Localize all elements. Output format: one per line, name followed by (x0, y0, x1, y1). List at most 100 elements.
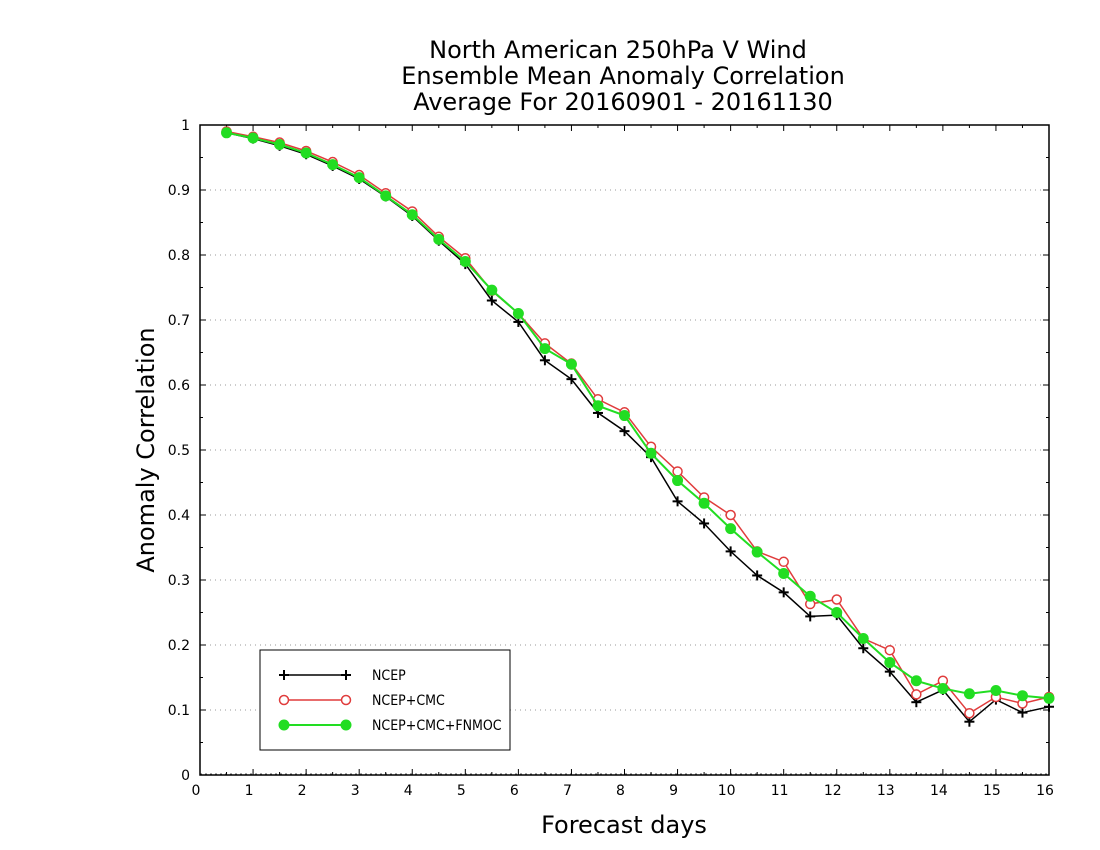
data-point (566, 374, 577, 385)
y-axis-label: Anomaly Correlation (132, 327, 160, 572)
x-tick-label: 16 (1036, 783, 1054, 799)
legend-entry: NCEP+CMC+FNMOC (278, 718, 502, 734)
data-point (884, 657, 896, 669)
x-tick-label: 11 (771, 783, 789, 799)
y-tick-label: 0.5 (168, 443, 190, 459)
data-point (539, 355, 550, 366)
data-point (539, 343, 551, 355)
x-tick-label: 8 (616, 783, 625, 799)
x-tick-label: 6 (510, 783, 519, 799)
y-tick-label: 0.2 (168, 638, 190, 654)
data-point (274, 139, 286, 150)
series-line (226, 132, 1050, 723)
data-point (672, 466, 683, 477)
data-point (459, 256, 471, 267)
legend-marker-start (279, 670, 289, 680)
legend-marker-start (278, 719, 290, 731)
legend-marker-end (340, 719, 352, 731)
x-tick-label: 7 (563, 783, 572, 799)
data-point (990, 685, 1002, 696)
x-tick-label: 1 (245, 783, 254, 799)
data-point (512, 308, 524, 319)
legend-label: NCEP (372, 668, 406, 684)
data-point (672, 496, 683, 507)
x-tick-label: 15 (983, 783, 1001, 799)
legend-marker-end (341, 670, 351, 680)
data-point (937, 683, 949, 695)
data-point (831, 607, 843, 618)
data-point (698, 497, 710, 509)
data-point (857, 633, 869, 644)
y-tick-label: 0.6 (168, 378, 190, 394)
data-point (911, 689, 922, 700)
series-ncep-cmc (221, 126, 1055, 719)
data-point (910, 675, 922, 687)
series-line (226, 130, 1050, 715)
x-axis-label: Forecast days (541, 811, 707, 839)
data-point (699, 518, 710, 529)
chart-title: North American 250hPa V Wind Ensemble Me… (401, 36, 845, 116)
data-point (804, 590, 816, 602)
legend-entry: NCEP (279, 668, 406, 684)
y-tick-label: 0.3 (168, 573, 190, 589)
data-point (725, 523, 737, 535)
data-point (964, 708, 975, 719)
x-tick-label: 9 (669, 783, 678, 799)
x-axis-ticks: 0 1 2 3 4 5 6 7 8 9 10 11 12 13 14 15 16 (192, 125, 1054, 799)
data-point (805, 611, 816, 622)
series-line (226, 131, 1050, 700)
chart-title-line-1: North American 250hPa V Wind (429, 36, 807, 64)
data-point (353, 172, 365, 184)
data-point (221, 127, 233, 139)
x-tick-label: 13 (877, 783, 895, 799)
y-tick-label: 0.9 (168, 183, 190, 199)
data-point (645, 447, 657, 459)
data-point (565, 358, 577, 370)
y-tick-label: 0.7 (168, 313, 190, 329)
x-tick-label: 10 (718, 783, 736, 799)
grid-lines (200, 189, 1049, 775)
data-point (406, 209, 418, 221)
data-point (725, 509, 736, 521)
chart-title-line-3: Average For 20160901 - 20161130 (413, 88, 833, 116)
x-tick-label: 14 (930, 783, 948, 799)
series-layer (221, 126, 1055, 727)
y-axis-ticks: 0 0.1 0.2 0.3 0.4 0.5 0.6 0.7 0.8 0.9 1 (168, 118, 1049, 784)
legend-marker-end (340, 694, 352, 706)
series-ncep-cmc-fnmoc (221, 127, 1055, 704)
data-point (1016, 690, 1028, 702)
data-point (884, 666, 895, 677)
y-tick-label: 0.1 (168, 703, 190, 719)
data-point (433, 233, 445, 245)
data-point (300, 147, 312, 159)
data-point (778, 568, 790, 579)
data-point (1017, 707, 1028, 718)
x-tick-label: 5 (457, 783, 466, 799)
data-point (672, 475, 684, 487)
data-point (486, 284, 498, 296)
legend-marker-start (278, 694, 290, 706)
data-point (778, 587, 789, 598)
x-tick-label: 12 (824, 783, 842, 799)
y-tick-label: 0 (181, 768, 190, 784)
data-point (327, 159, 339, 171)
data-point (619, 410, 630, 422)
x-tick-label: 0 (192, 783, 201, 799)
y-tick-label: 0.8 (168, 248, 190, 264)
data-point (752, 570, 763, 581)
data-point (725, 546, 736, 557)
chart-title-line-2: Ensemble Mean Anomaly Correlation (401, 62, 845, 90)
data-point (831, 594, 842, 605)
data-point (1043, 692, 1055, 704)
data-point (380, 190, 392, 202)
legend-label: NCEP+CMC (372, 693, 445, 709)
series-ncep (221, 127, 1054, 727)
data-point (592, 400, 604, 412)
data-point (884, 644, 896, 656)
data-point (778, 556, 789, 568)
x-tick-label: 2 (298, 783, 307, 799)
legend-label: NCEP+CMC+FNMOC (372, 718, 502, 734)
x-tick-label: 4 (404, 783, 413, 799)
legend-entry: NCEP+CMC (278, 693, 445, 709)
